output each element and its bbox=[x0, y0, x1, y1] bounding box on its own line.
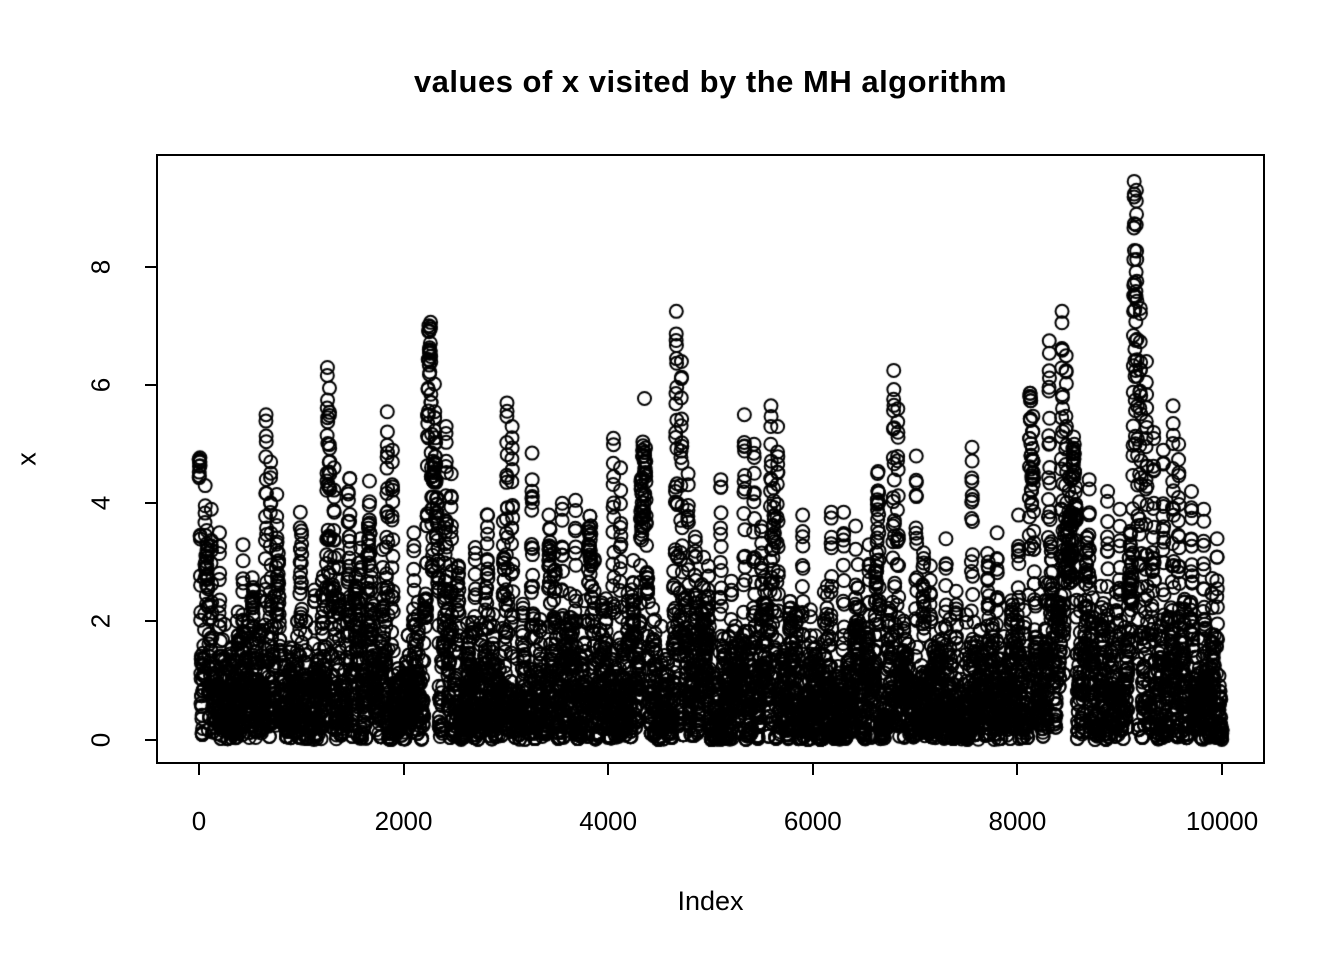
y-tick-mark bbox=[145, 620, 158, 623]
y-tick-label: 0 bbox=[85, 732, 116, 747]
y-tick-label: 6 bbox=[85, 377, 116, 393]
y-tick-mark bbox=[145, 266, 158, 269]
x-tick-mark bbox=[607, 762, 610, 775]
x-tick-mark bbox=[402, 762, 405, 775]
x-tick-mark bbox=[1016, 762, 1019, 775]
y-tick-mark bbox=[145, 502, 158, 505]
x-tick-mark bbox=[197, 762, 200, 775]
plot-border bbox=[156, 154, 1265, 764]
y-tick-mark bbox=[145, 384, 158, 387]
y-tick-label: 2 bbox=[85, 614, 116, 629]
y-axis-label: x bbox=[11, 452, 42, 466]
y-tick-mark bbox=[145, 738, 158, 741]
x-tick-mark bbox=[1221, 762, 1224, 775]
x-tick-label: 8000 bbox=[988, 806, 1047, 836]
x-axis-label: Index bbox=[677, 886, 744, 916]
x-tick-label: 0 bbox=[191, 806, 207, 836]
x-tick-label: 6000 bbox=[783, 806, 842, 836]
x-tick-label: 4000 bbox=[579, 806, 638, 836]
x-tick-mark bbox=[811, 762, 814, 775]
y-tick-label: 4 bbox=[85, 496, 116, 511]
x-tick-label: 10000 bbox=[1185, 806, 1259, 836]
x-tick-label: 2000 bbox=[374, 806, 433, 836]
chart-title: values of x visited by the MH algorithm bbox=[413, 64, 1008, 99]
scatter-plot-area bbox=[158, 156, 1263, 762]
y-tick-label: 8 bbox=[85, 259, 116, 275]
